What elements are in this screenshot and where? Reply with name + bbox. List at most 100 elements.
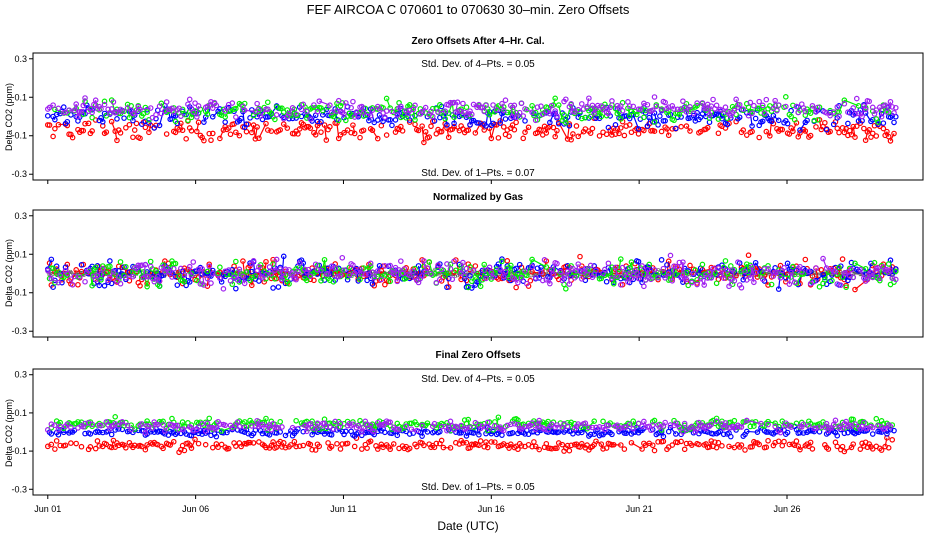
data-point bbox=[499, 256, 505, 262]
data-point bbox=[554, 127, 560, 134]
data-point bbox=[142, 104, 149, 111]
data-point bbox=[291, 438, 298, 445]
data-point bbox=[421, 442, 427, 449]
data-point bbox=[325, 271, 331, 277]
data-point bbox=[236, 132, 243, 139]
data-point bbox=[781, 264, 787, 271]
data-segment bbox=[212, 273, 221, 279]
data-point bbox=[866, 98, 872, 105]
data-point bbox=[348, 129, 354, 136]
data-segment bbox=[371, 129, 379, 139]
data-point bbox=[829, 277, 835, 284]
data-point bbox=[786, 131, 793, 137]
data-point bbox=[830, 121, 837, 128]
data-point bbox=[380, 105, 386, 111]
data-point bbox=[869, 116, 876, 123]
data-point bbox=[328, 432, 335, 438]
data-point bbox=[694, 109, 700, 116]
data-segment bbox=[270, 259, 274, 279]
data-point bbox=[131, 110, 138, 116]
data-point bbox=[518, 443, 525, 449]
data-point bbox=[451, 258, 457, 265]
data-point bbox=[288, 442, 294, 448]
data-point bbox=[671, 117, 677, 124]
data-point bbox=[44, 267, 51, 274]
data-point bbox=[268, 271, 275, 277]
data-point bbox=[64, 270, 71, 277]
data-point bbox=[55, 431, 62, 438]
data-segment bbox=[703, 107, 707, 110]
data-point bbox=[286, 267, 292, 273]
data-point bbox=[428, 271, 434, 277]
data-point bbox=[809, 102, 816, 109]
data-point bbox=[655, 439, 661, 445]
data-point bbox=[114, 137, 120, 144]
data-segment bbox=[670, 427, 677, 435]
data-point bbox=[401, 266, 408, 272]
data-point bbox=[201, 282, 207, 288]
data-point bbox=[728, 433, 734, 440]
data-point bbox=[612, 122, 619, 128]
data-point bbox=[75, 281, 81, 288]
data-point bbox=[671, 106, 677, 112]
data-point bbox=[710, 265, 716, 272]
data-point bbox=[71, 273, 78, 280]
data-point bbox=[497, 266, 503, 273]
data-point bbox=[300, 442, 307, 449]
data-point bbox=[774, 269, 780, 276]
data-point bbox=[454, 99, 461, 106]
data-point bbox=[108, 431, 115, 438]
data-point bbox=[869, 274, 876, 281]
data-point bbox=[500, 274, 507, 280]
data-point bbox=[374, 117, 381, 123]
data-point bbox=[696, 441, 702, 448]
data-segment bbox=[769, 120, 772, 122]
data-point bbox=[708, 103, 715, 109]
data-point bbox=[112, 414, 118, 420]
data-segment bbox=[125, 276, 134, 279]
data-point bbox=[845, 109, 851, 115]
data-segment bbox=[742, 273, 746, 280]
data-point bbox=[321, 431, 328, 437]
data-point bbox=[853, 95, 860, 102]
data-point bbox=[339, 254, 346, 261]
data-point bbox=[658, 107, 665, 113]
data-point bbox=[598, 441, 605, 447]
data-point bbox=[369, 269, 376, 275]
data-point bbox=[504, 263, 511, 269]
data-point bbox=[167, 442, 173, 448]
data-segment bbox=[327, 265, 333, 275]
data-point bbox=[277, 418, 283, 425]
data-point bbox=[490, 102, 496, 108]
data-point bbox=[591, 418, 598, 424]
data-point bbox=[834, 104, 841, 110]
data-point bbox=[802, 128, 809, 134]
data-point bbox=[139, 262, 145, 268]
data-point bbox=[327, 123, 333, 130]
data-point bbox=[683, 109, 690, 115]
data-point bbox=[156, 278, 163, 284]
data-point bbox=[740, 106, 747, 112]
data-point bbox=[62, 442, 69, 449]
panel-final-offsets: Final Zero Offsets Delta CO2 (ppm) Std. … bbox=[4, 350, 924, 514]
data-point bbox=[126, 121, 133, 128]
data-point bbox=[618, 125, 624, 131]
data-point bbox=[742, 268, 748, 275]
data-point bbox=[658, 257, 665, 263]
data-point bbox=[89, 109, 95, 116]
data-point bbox=[233, 443, 239, 449]
data-point bbox=[582, 265, 589, 272]
data-segment bbox=[359, 273, 363, 280]
data-point bbox=[502, 97, 509, 103]
data-point bbox=[273, 256, 280, 263]
data-point bbox=[616, 130, 622, 137]
data-point bbox=[589, 125, 596, 132]
data-point bbox=[367, 263, 374, 269]
data-point bbox=[424, 265, 431, 271]
data-point bbox=[848, 266, 855, 273]
data-point bbox=[839, 125, 846, 131]
data-point bbox=[736, 101, 743, 108]
data-point bbox=[382, 114, 388, 121]
data-point bbox=[880, 125, 887, 132]
data-point bbox=[892, 266, 899, 272]
